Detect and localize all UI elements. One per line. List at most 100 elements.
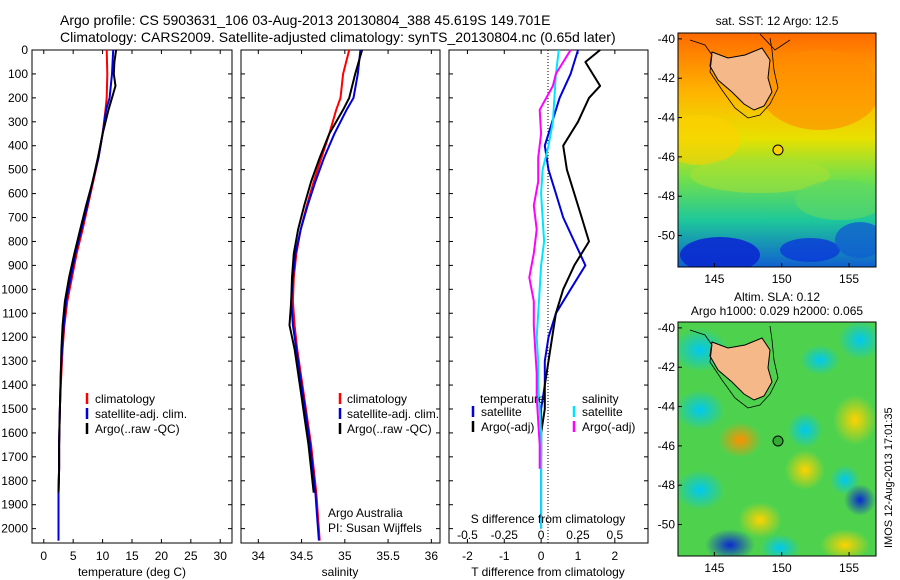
depth-tick-label: 1500 bbox=[1, 402, 28, 416]
difference-xlabel: T difference from climatology bbox=[471, 565, 625, 579]
depth-tick-label: 1700 bbox=[1, 450, 28, 464]
depth-tick-label: 600 bbox=[8, 187, 28, 201]
lat-tick-label: -46 bbox=[658, 150, 676, 164]
lat-tick-label: -44 bbox=[658, 400, 676, 414]
lat-tick-label: -48 bbox=[658, 478, 676, 492]
x-tick-label: 10 bbox=[96, 549, 110, 563]
lon-tick-label: 155 bbox=[839, 272, 859, 286]
temperature-tick-group: 0 5 10 15 20 25 30 bbox=[32, 49, 232, 563]
sal-climatology-line bbox=[291, 49, 351, 541]
depth-tick-label: 1300 bbox=[1, 354, 28, 368]
lat-tick-label: -40 bbox=[658, 32, 676, 46]
lat-tick-label: -48 bbox=[658, 189, 676, 203]
t-diff-argo-line bbox=[540, 49, 602, 457]
sal-argo-line bbox=[288, 49, 364, 493]
sst-map-frame bbox=[677, 32, 877, 268]
x-tick-label: 34 bbox=[252, 549, 266, 563]
temperature-axes bbox=[31, 49, 233, 544]
x-tick-label: 35.5 bbox=[376, 549, 400, 563]
shelf-contour bbox=[689, 325, 779, 409]
s-diff-tick-label: -0.25 bbox=[491, 528, 519, 542]
argo-float-marker-sst bbox=[772, 144, 784, 156]
x-tick-label: -1 bbox=[499, 549, 510, 563]
temperature-series-group bbox=[57, 49, 118, 541]
lat-tick-label: -42 bbox=[658, 360, 676, 374]
depth-tick-label: 1600 bbox=[1, 426, 28, 440]
lon-tick-label: 145 bbox=[704, 272, 724, 286]
depth-tick-label: 1400 bbox=[1, 378, 28, 392]
lat-tick-label: -46 bbox=[658, 439, 676, 453]
depth-tick-label: 300 bbox=[8, 115, 28, 129]
legend-title-salinity: salinity bbox=[582, 392, 619, 406]
legend-label-argo: Argo(..raw -QC) bbox=[347, 422, 432, 436]
salinity-tick-group: 34 34.5 35 35.5 36 bbox=[241, 49, 440, 563]
s-diff-tick-label: -0.5 bbox=[457, 528, 478, 542]
salinity-xlabel: salinity bbox=[322, 565, 359, 579]
depth-tick-label: 1100 bbox=[2, 306, 28, 320]
sla-map-frame bbox=[677, 321, 877, 557]
x-tick-label: 0 bbox=[538, 549, 545, 563]
depth-tick-label: 700 bbox=[8, 211, 28, 225]
lat-tick-label: -50 bbox=[658, 229, 676, 243]
imos-timestamp: IMOS 12-Aug-2013 17:01:35 bbox=[883, 407, 895, 548]
s-diff-satellite-line bbox=[535, 49, 560, 529]
shelf-contour bbox=[689, 37, 779, 119]
depth-tick-label: 0 bbox=[21, 43, 28, 57]
salinity-legend: climatology satellite-adj. clim. Argo(..… bbox=[328, 392, 439, 535]
temperature-legend: climatology satellite-adj. clim. Argo(..… bbox=[85, 392, 187, 436]
depth-tick-label: 900 bbox=[8, 258, 28, 272]
x-tick-label: 15 bbox=[125, 549, 139, 563]
legend-title-temperature: temperature bbox=[480, 392, 545, 406]
difference-series-group bbox=[528, 49, 602, 529]
sla-map-ticks: -40 -42 -44 -46 -48 -50 145 150 155 bbox=[658, 321, 860, 575]
sst-map bbox=[678, 33, 876, 267]
legend-label-t-satellite: satellite bbox=[481, 405, 522, 419]
x-tick-label: 1 bbox=[575, 549, 582, 563]
x-tick-label: -2 bbox=[462, 549, 473, 563]
temperature-xlabel: temperature (deg C) bbox=[78, 565, 186, 579]
depth-tick-label: 800 bbox=[8, 234, 28, 248]
tasmania-land bbox=[709, 337, 773, 401]
s-diff-argo-line bbox=[528, 49, 572, 469]
difference-top-xlabel: S difference from climatology bbox=[471, 512, 626, 526]
x-tick-label: 25 bbox=[184, 549, 198, 563]
legend-label-satellite: satellite-adj. clim. bbox=[95, 407, 187, 421]
x-tick-label: 35 bbox=[338, 549, 352, 563]
tasmania-land bbox=[709, 47, 773, 111]
x-tick-label: 36 bbox=[425, 549, 439, 563]
depth-tick-label: 1900 bbox=[1, 498, 28, 512]
difference-legend: temperature salinity satellite Argo(-adj… bbox=[471, 392, 635, 434]
legend-label-t-argo: Argo(-adj) bbox=[481, 420, 534, 434]
x-tick-label: 34.5 bbox=[290, 549, 314, 563]
depth-tick-label: 100 bbox=[8, 67, 28, 81]
legend-label-s-satellite: satellite bbox=[582, 405, 623, 419]
x-tick-label: 20 bbox=[155, 549, 169, 563]
lat-tick-label: -40 bbox=[658, 321, 676, 335]
s-diff-tick-label: 0 bbox=[538, 528, 545, 542]
depth-tick-label: 1000 bbox=[1, 282, 28, 296]
s-diff-tick-label: 0.25 bbox=[566, 528, 590, 542]
legend-label-climatology: climatology bbox=[95, 392, 155, 406]
lon-tick-label: 145 bbox=[704, 561, 724, 575]
sal-satellite-line bbox=[290, 49, 362, 541]
depth-tick-label: 400 bbox=[8, 139, 28, 153]
sla-map-title-1: Altim. SLA: 0.12 bbox=[734, 290, 820, 304]
x-tick-label: 0 bbox=[40, 549, 47, 563]
depth-tick-label: 1800 bbox=[1, 474, 28, 488]
pi-note: PI: Susan Wijffels bbox=[328, 521, 422, 535]
depth-tick-label: 500 bbox=[8, 163, 28, 177]
salinity-series-group bbox=[288, 49, 364, 541]
lat-tick-label: -50 bbox=[658, 518, 676, 532]
legend-label-s-argo: Argo(-adj) bbox=[582, 420, 635, 434]
figure-title-line-2: Climatology: CARS2009. Satellite-adjuste… bbox=[60, 29, 616, 45]
sla-map-title-2: Argo h1000: 0.029 h2000: 0.065 bbox=[691, 304, 863, 318]
x-tick-label: 5 bbox=[70, 549, 77, 563]
argo-float-marker-sla bbox=[772, 435, 784, 447]
sst-map-ticks: -40 -42 -44 -46 -48 -50 145 150 155 bbox=[658, 32, 860, 286]
legend-label-satellite: satellite-adj. clim. bbox=[347, 407, 439, 421]
difference-tick-group: -2 -1 0 1 2 -0.5 -0.25 0 0.25 0.5 bbox=[449, 49, 648, 563]
depth-tick-label: 200 bbox=[8, 91, 28, 105]
depth-tick-label: 1200 bbox=[1, 330, 28, 344]
salinity-axes bbox=[240, 49, 441, 544]
